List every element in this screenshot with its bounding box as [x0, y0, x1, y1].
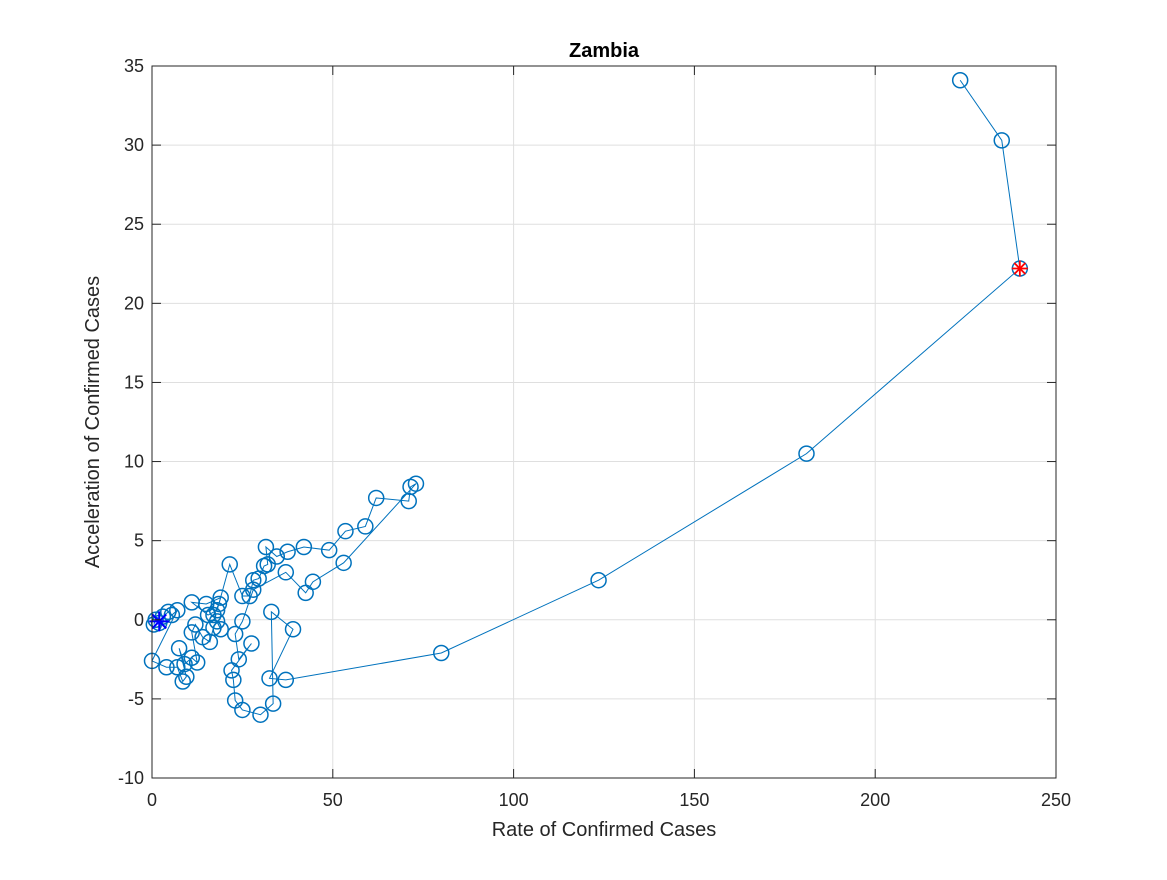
y-tick-label: 25 [124, 214, 144, 234]
x-axis-label: Rate of Confirmed Cases [492, 819, 717, 841]
data-point [357, 518, 374, 535]
y-axis-label: Acceleration of Confirmed Cases [82, 276, 104, 568]
data-point [367, 489, 385, 507]
data-point [268, 548, 286, 565]
y-tick-label: 35 [124, 56, 144, 76]
data-point [263, 603, 280, 621]
data-point [798, 445, 815, 462]
data-point [277, 564, 295, 581]
start-marker-stroke [151, 613, 167, 630]
data-point [221, 556, 238, 573]
x-tick-label: 200 [860, 790, 890, 810]
x-tick-label: 250 [1041, 790, 1071, 810]
end-marker-stroke [1013, 262, 1027, 275]
data-point [158, 658, 175, 676]
data-point [243, 635, 260, 652]
y-tick-label: 15 [124, 372, 144, 392]
data-point [183, 624, 201, 641]
data-point [335, 554, 352, 572]
y-tick-label: 20 [124, 293, 144, 313]
data-point [160, 603, 177, 621]
x-tick-label: 0 [147, 790, 157, 810]
data-point [212, 589, 229, 606]
tick-layer: 0 50 100 150 200 250 -10 -5 0 5 10 15 20 25 30 35 [118, 56, 1071, 810]
data-point [147, 611, 164, 629]
end-marker [1011, 260, 1028, 277]
data-point [183, 594, 201, 611]
data-point [252, 706, 269, 723]
start-marker [149, 611, 170, 632]
data-point [244, 581, 262, 598]
y-tick-label: -5 [128, 689, 144, 709]
data-point [223, 662, 240, 679]
data-point [433, 644, 450, 662]
data-point [264, 695, 282, 712]
data-point [284, 621, 302, 638]
x-tick-label: 150 [679, 790, 709, 810]
y-tick-label: 0 [134, 610, 144, 630]
data-point [170, 640, 188, 657]
data-point [178, 668, 195, 685]
data-point [234, 613, 251, 630]
data-point [212, 621, 229, 638]
x-tick-label: 50 [323, 790, 343, 810]
data-point [261, 670, 278, 687]
data-point [297, 584, 314, 602]
data-point [183, 649, 201, 667]
axes-frame [151, 65, 1057, 779]
y-tick-label: 5 [134, 531, 144, 551]
data-point [993, 132, 1011, 149]
data-point [199, 606, 217, 624]
data-point [188, 654, 206, 671]
data-point [320, 541, 338, 559]
data-point [337, 522, 354, 540]
data-point [234, 701, 251, 719]
x-tick-label: 100 [499, 790, 529, 810]
data-point [590, 571, 607, 589]
data-point [169, 658, 186, 676]
chart-title: Zambia [569, 40, 640, 62]
data-point [187, 616, 204, 633]
data-point [257, 538, 275, 556]
data-point [277, 671, 295, 689]
data-point [225, 671, 242, 689]
y-tick-label: 30 [124, 135, 144, 155]
data-point [208, 602, 226, 619]
y-tick-label: -10 [118, 768, 144, 788]
data-point [210, 595, 228, 613]
y-tick-label: 10 [124, 452, 144, 472]
data-point [295, 538, 313, 556]
data-point [226, 625, 244, 643]
grid-lines [151, 65, 1057, 779]
data-layer [143, 71, 1029, 723]
data-point [169, 602, 186, 619]
axes-box [151, 65, 1057, 779]
series-line [151, 79, 1021, 716]
data-point [279, 543, 296, 560]
data-point [174, 673, 191, 690]
data-point [951, 71, 969, 89]
data-point [407, 475, 425, 492]
